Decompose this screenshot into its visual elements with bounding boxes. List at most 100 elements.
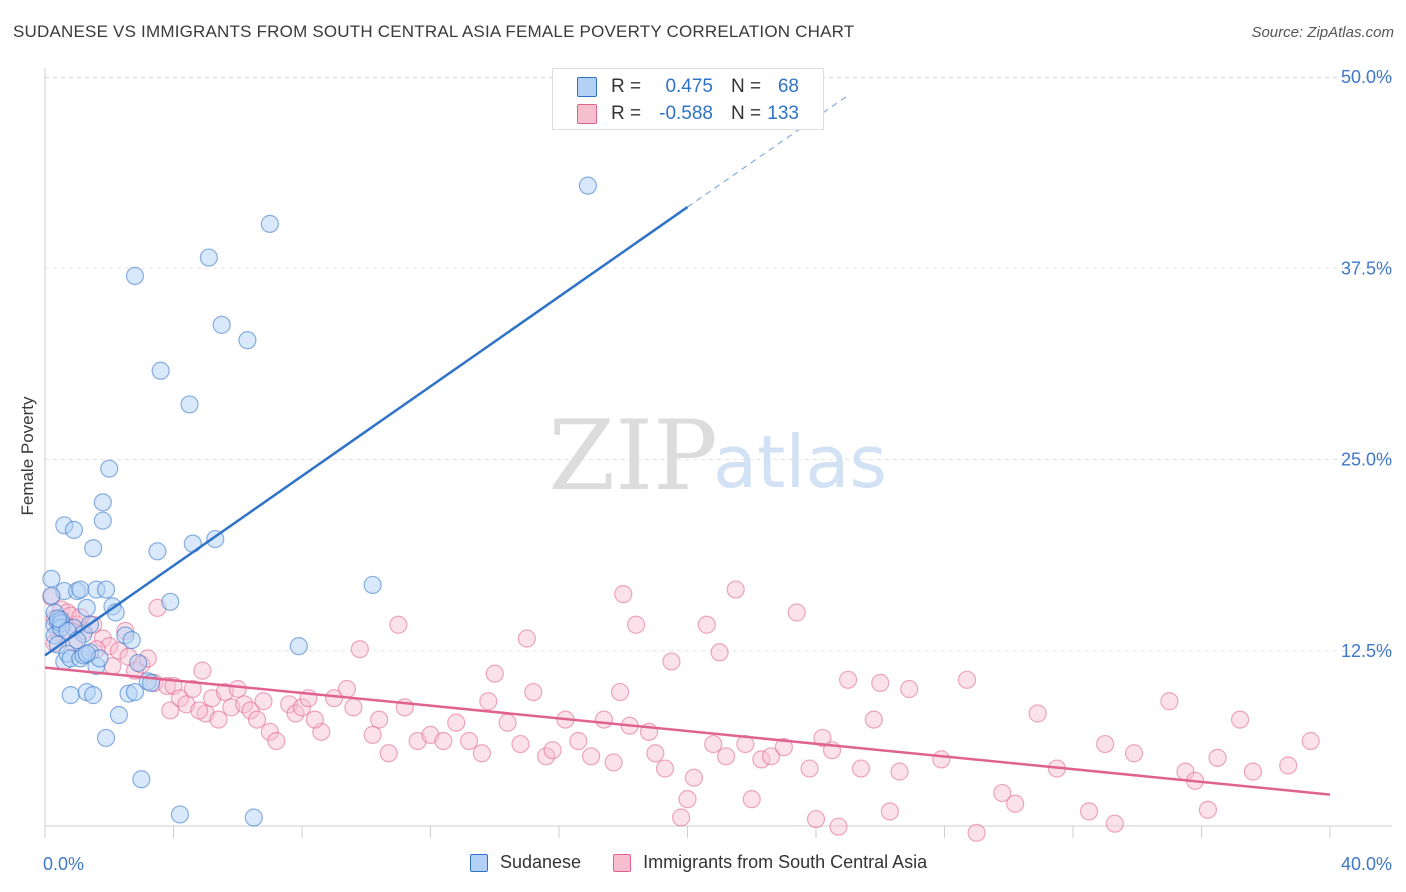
data-point-south-central-asia — [193, 661, 212, 680]
x-tick-label-min: 0.0% — [43, 854, 84, 874]
data-point-south-central-asia — [662, 652, 681, 671]
data-point-south-central-asia — [260, 722, 279, 741]
data-point-south-central-asia — [370, 710, 389, 729]
data-point-sudanese — [77, 598, 96, 618]
data-point-south-central-asia — [109, 641, 128, 660]
data-point-sudanese — [151, 361, 170, 380]
data-point-south-central-asia — [851, 759, 871, 778]
data-point-south-central-asia — [498, 713, 517, 732]
data-point-south-central-asia — [1243, 762, 1263, 781]
y-tick-label: 50.0% — [1341, 67, 1392, 87]
data-point-south-central-asia — [209, 710, 228, 729]
data-point-south-central-asia — [671, 808, 691, 827]
data-point-sudanese — [122, 630, 141, 650]
data-point-south-central-asia — [646, 744, 665, 763]
data-point-south-central-asia — [569, 731, 588, 751]
data-point-south-central-asia — [1230, 710, 1250, 729]
data-point-south-central-asia — [511, 734, 530, 754]
data-point-sudanese — [84, 539, 103, 558]
data-point-south-central-asia — [829, 817, 848, 836]
data-point-south-central-asia — [1198, 800, 1218, 819]
data-point-sudanese — [84, 686, 103, 705]
data-point-south-central-asia — [472, 744, 491, 763]
data-point-south-central-asia — [993, 783, 1012, 803]
data-point-sudanese — [180, 395, 199, 414]
data-point-sudanese — [96, 728, 116, 748]
data-point-sudanese — [71, 580, 90, 599]
data-point-south-central-asia — [716, 747, 736, 766]
data-point-south-central-asia — [344, 698, 363, 717]
data-point-south-central-asia — [582, 747, 601, 766]
data-point-south-central-asia — [800, 759, 819, 778]
data-point-south-central-asia — [1160, 692, 1179, 711]
data-point-sudanese — [129, 653, 148, 673]
data-point-south-central-asia — [678, 790, 697, 809]
data-point-sudanese — [48, 609, 67, 628]
y-tick-label: 25.0% — [1341, 450, 1392, 470]
data-point-south-central-asia — [1028, 704, 1047, 723]
data-point-sudanese — [199, 248, 218, 267]
data-point-south-central-asia — [524, 682, 543, 702]
data-point-south-central-asia — [871, 673, 890, 692]
data-point-sudanese — [96, 580, 116, 599]
x-tick-label-max: 40.0% — [1341, 854, 1392, 874]
watermark-atlas: atlas — [713, 420, 887, 504]
data-point-south-central-asia — [594, 710, 614, 729]
data-point-south-central-asia — [604, 753, 623, 772]
data-point-sudanese — [42, 569, 61, 588]
source-label: Source: ZipAtlas.com — [1251, 24, 1394, 41]
watermark: ZIP atlas — [548, 400, 887, 512]
data-point-sudanese — [125, 682, 145, 702]
stats-row-blue: R = 0.475 N = 68 — [553, 74, 823, 100]
data-point-south-central-asia — [267, 731, 286, 751]
legend-item-sudanese[interactable]: Sudanese — [470, 852, 581, 873]
y-tick-label: 37.5% — [1341, 258, 1392, 278]
data-point-south-central-asia — [1124, 744, 1144, 763]
legend-label: Sudanese — [500, 852, 582, 872]
data-point-south-central-asia — [742, 790, 761, 809]
data-point-south-central-asia — [183, 679, 202, 699]
data-point-south-central-asia — [389, 615, 408, 634]
data-point-south-central-asia — [813, 728, 832, 748]
data-point-south-central-asia — [614, 585, 633, 604]
data-point-south-central-asia — [254, 692, 273, 711]
data-point-sudanese — [238, 331, 257, 350]
chart-title: SUDANESE VS IMMIGRANTS FROM SOUTH CENTRA… — [13, 22, 855, 41]
data-point-south-central-asia — [806, 809, 826, 829]
data-point-south-central-asia — [864, 710, 883, 729]
pink-series-points — [42, 580, 1320, 842]
data-point-south-central-asia — [363, 725, 382, 745]
data-point-sudanese — [42, 586, 61, 605]
gridlines — [45, 76, 1392, 652]
data-point-sudanese — [93, 493, 112, 512]
data-point-sudanese — [161, 592, 180, 611]
correlation-stats-box: R = 0.475 N = 68 R = -0.588 N = 133 — [552, 68, 824, 130]
data-point-sudanese — [61, 686, 80, 705]
data-point-sudanese — [170, 805, 190, 824]
data-point-south-central-asia — [610, 682, 630, 702]
n-label: N = — [731, 76, 762, 97]
data-point-south-central-asia — [292, 698, 312, 717]
n-value: 68 — [777, 76, 799, 97]
data-point-south-central-asia — [228, 679, 247, 699]
data-point-south-central-asia — [350, 640, 369, 659]
legend-swatch-pink — [613, 853, 632, 872]
data-point-south-central-asia — [697, 615, 716, 634]
data-point-south-central-asia — [761, 747, 781, 766]
data-point-south-central-asia — [247, 710, 267, 729]
data-point-south-central-asia — [447, 713, 466, 732]
data-point-south-central-asia — [161, 701, 180, 720]
trend-lines — [44, 94, 1331, 796]
data-point-sudanese — [64, 520, 84, 539]
legend-item-south-central-asia[interactable]: Immigrants from South Central Asia — [613, 852, 927, 873]
r-value: 0.475 — [665, 76, 713, 97]
legend-label: Immigrants from South Central Asia — [643, 852, 928, 872]
r-label: R = — [611, 103, 642, 124]
data-point-sudanese — [93, 511, 112, 530]
data-point-sudanese — [100, 459, 119, 478]
legend-swatch-blue — [470, 853, 488, 872]
data-point-south-central-asia — [543, 741, 562, 760]
data-point-south-central-asia — [485, 664, 504, 683]
data-point-sudanese — [578, 176, 598, 195]
